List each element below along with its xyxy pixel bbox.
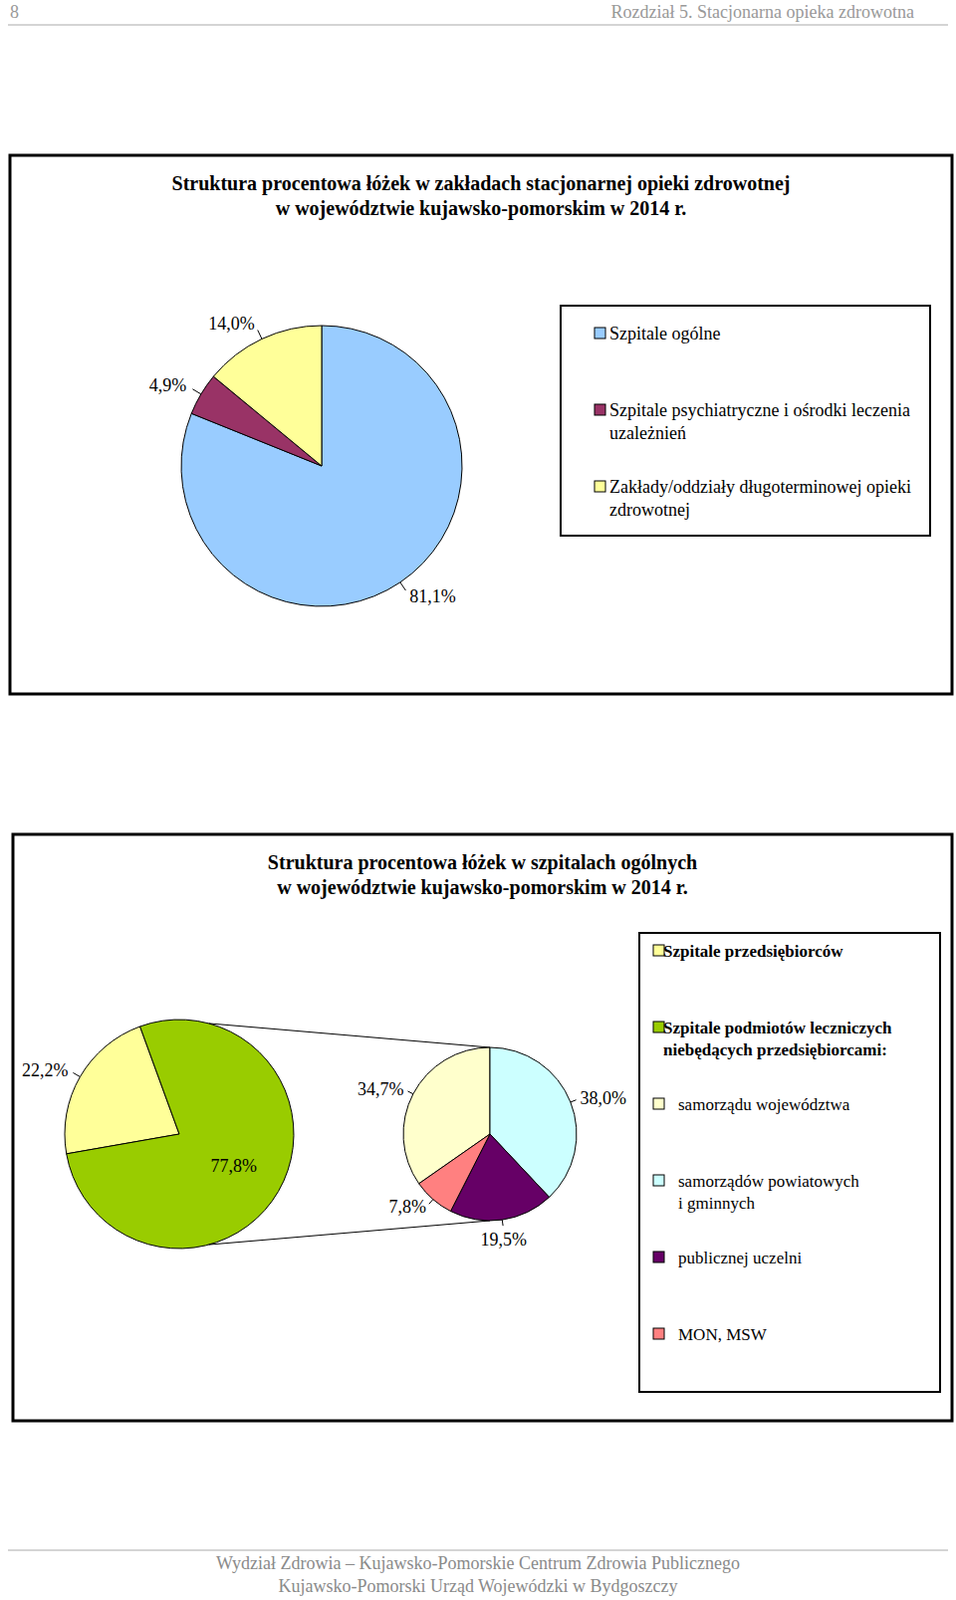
legend-label: Szpitale psychiatryczne i ośrodki leczen…	[609, 400, 911, 444]
legend-swatch	[653, 1098, 665, 1110]
data-label: 34,7%	[357, 1079, 405, 1100]
data-labels: 22,2% 77,8%	[21, 1060, 257, 1177]
chart-title: w województwie kujawsko-pomorskim w 2014…	[276, 876, 689, 900]
legend-label: MON, MSW	[678, 1325, 768, 1345]
pie-slice	[213, 325, 322, 467]
leader-line	[257, 329, 262, 339]
text-line: samorządów powiatowych	[678, 1172, 860, 1192]
data-label: 14,0%	[208, 313, 255, 334]
footer-line: Wydział Zdrowia – Kujawsko-Pomorskie Cen…	[216, 1553, 740, 1574]
chart-title: Struktura procentowa łóżek w zakładach s…	[172, 172, 791, 196]
slices	[403, 1047, 577, 1221]
legend-label: samorządów powiatowych i gminnych	[678, 1172, 860, 1213]
legend-box	[639, 933, 941, 1393]
leader-line	[501, 1219, 504, 1226]
pie-slice	[66, 1019, 294, 1249]
legend: Szpitale ogólne Szpitale psychiatryczne i…	[560, 305, 931, 536]
text-line: niebędących przedsiębiorcami:	[663, 1040, 888, 1060]
legend-label: Zakłady/oddziały długoterminowej opiekiz…	[609, 477, 912, 520]
leader-line	[72, 1072, 80, 1077]
text-line: uzależnień	[609, 423, 687, 444]
legend-label: Szpitale ogólne	[609, 323, 720, 344]
leader-line	[407, 1091, 413, 1095]
chart-frame	[12, 834, 953, 1422]
footer-line: Kujawsko-Pomorski Urząd Wojewódzki w Byd…	[277, 1576, 678, 1597]
data-label: 38,0%	[580, 1088, 628, 1109]
pie-slice	[181, 325, 463, 607]
chart-frame	[9, 155, 953, 695]
data-labels: 81,1% 4,9% 14,0%	[149, 313, 457, 607]
data-label: 4,9%	[149, 375, 188, 396]
leader-line	[429, 1199, 434, 1205]
connector-line	[209, 1023, 490, 1048]
footer-rule	[7, 1550, 949, 1552]
legend-swatch	[653, 1175, 665, 1187]
legend-label: Szpitale przedsiębiorców	[663, 942, 844, 961]
data-label: 22,2%	[21, 1060, 69, 1081]
legend-swatch	[594, 327, 606, 339]
text-line: MON, MSW	[678, 1325, 768, 1345]
slices	[64, 1019, 294, 1249]
legend-label: samorządu województwa	[678, 1095, 851, 1115]
pie-slice	[419, 1134, 490, 1212]
data-label: 7,8%	[389, 1196, 428, 1217]
data-label: 19,5%	[479, 1229, 527, 1250]
data-label: 77,8%	[211, 1156, 258, 1177]
text-line: publicznej uczelni	[678, 1248, 802, 1268]
legend-swatch	[594, 480, 606, 492]
section-title: Rozdział 5. Stacjonarna opieka zdrowotna	[611, 1, 915, 22]
text-line: Zakłady/oddziały długoterminowej opieki	[609, 477, 912, 497]
text-line: Szpitale przedsiębiorców	[663, 942, 844, 961]
chart-title: Struktura procentowa łóżek w szpitalach …	[267, 851, 698, 875]
legend: Szpitale przedsiębiorców Szpitale podmiot…	[639, 933, 941, 1393]
legend-swatch	[653, 1328, 665, 1340]
slices	[181, 325, 463, 607]
chart: Struktura procentowa łóżek w szpitalach …	[12, 834, 953, 1422]
chart-title: w województwie kujawsko-pomorskim w 2014…	[275, 197, 688, 221]
text-line: zdrowotnej	[609, 499, 691, 520]
text-line: Szpitale podmiotów leczniczych	[663, 1018, 893, 1038]
text-line: i gminnych	[678, 1194, 755, 1213]
text-line: Szpitale ogólne	[609, 323, 720, 344]
page: 8 Rozdział 5. Stacjonarna opieka zdrowotn…	[0, 0, 956, 1600]
text-line: Szpitale psychiatryczne i ośrodki leczen…	[609, 400, 911, 421]
legend-swatch	[653, 1251, 665, 1263]
chart: Struktura procentowa łóżek w zakładach s…	[9, 155, 953, 695]
header-rule	[7, 24, 949, 26]
leader-line	[570, 1100, 577, 1103]
data-labels: 34,7% 38,0% 19,5% 7,8%	[357, 1079, 627, 1250]
leader-line	[400, 582, 407, 591]
leader-line	[192, 389, 201, 395]
data-label: 81,1%	[409, 586, 457, 607]
legend-box	[560, 305, 931, 536]
text-line: samorządu województwa	[678, 1095, 851, 1115]
page-number: 8	[9, 1, 19, 22]
legend-label: Szpitale podmiotów leczniczychniebędącyc…	[663, 1018, 893, 1060]
legend-swatch	[594, 404, 606, 416]
connector-line	[209, 1220, 490, 1245]
legend-label: publicznej uczelni	[678, 1248, 802, 1268]
